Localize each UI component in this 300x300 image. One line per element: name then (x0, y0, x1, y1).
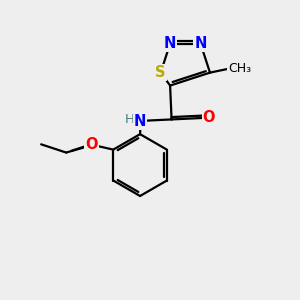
Text: CH₃: CH₃ (228, 62, 252, 75)
Text: S: S (155, 65, 166, 80)
Text: N: N (194, 36, 207, 51)
Text: N: N (134, 114, 146, 129)
Text: H: H (124, 113, 134, 126)
Text: O: O (203, 110, 215, 125)
Text: O: O (85, 137, 98, 152)
Text: N: N (164, 36, 176, 51)
